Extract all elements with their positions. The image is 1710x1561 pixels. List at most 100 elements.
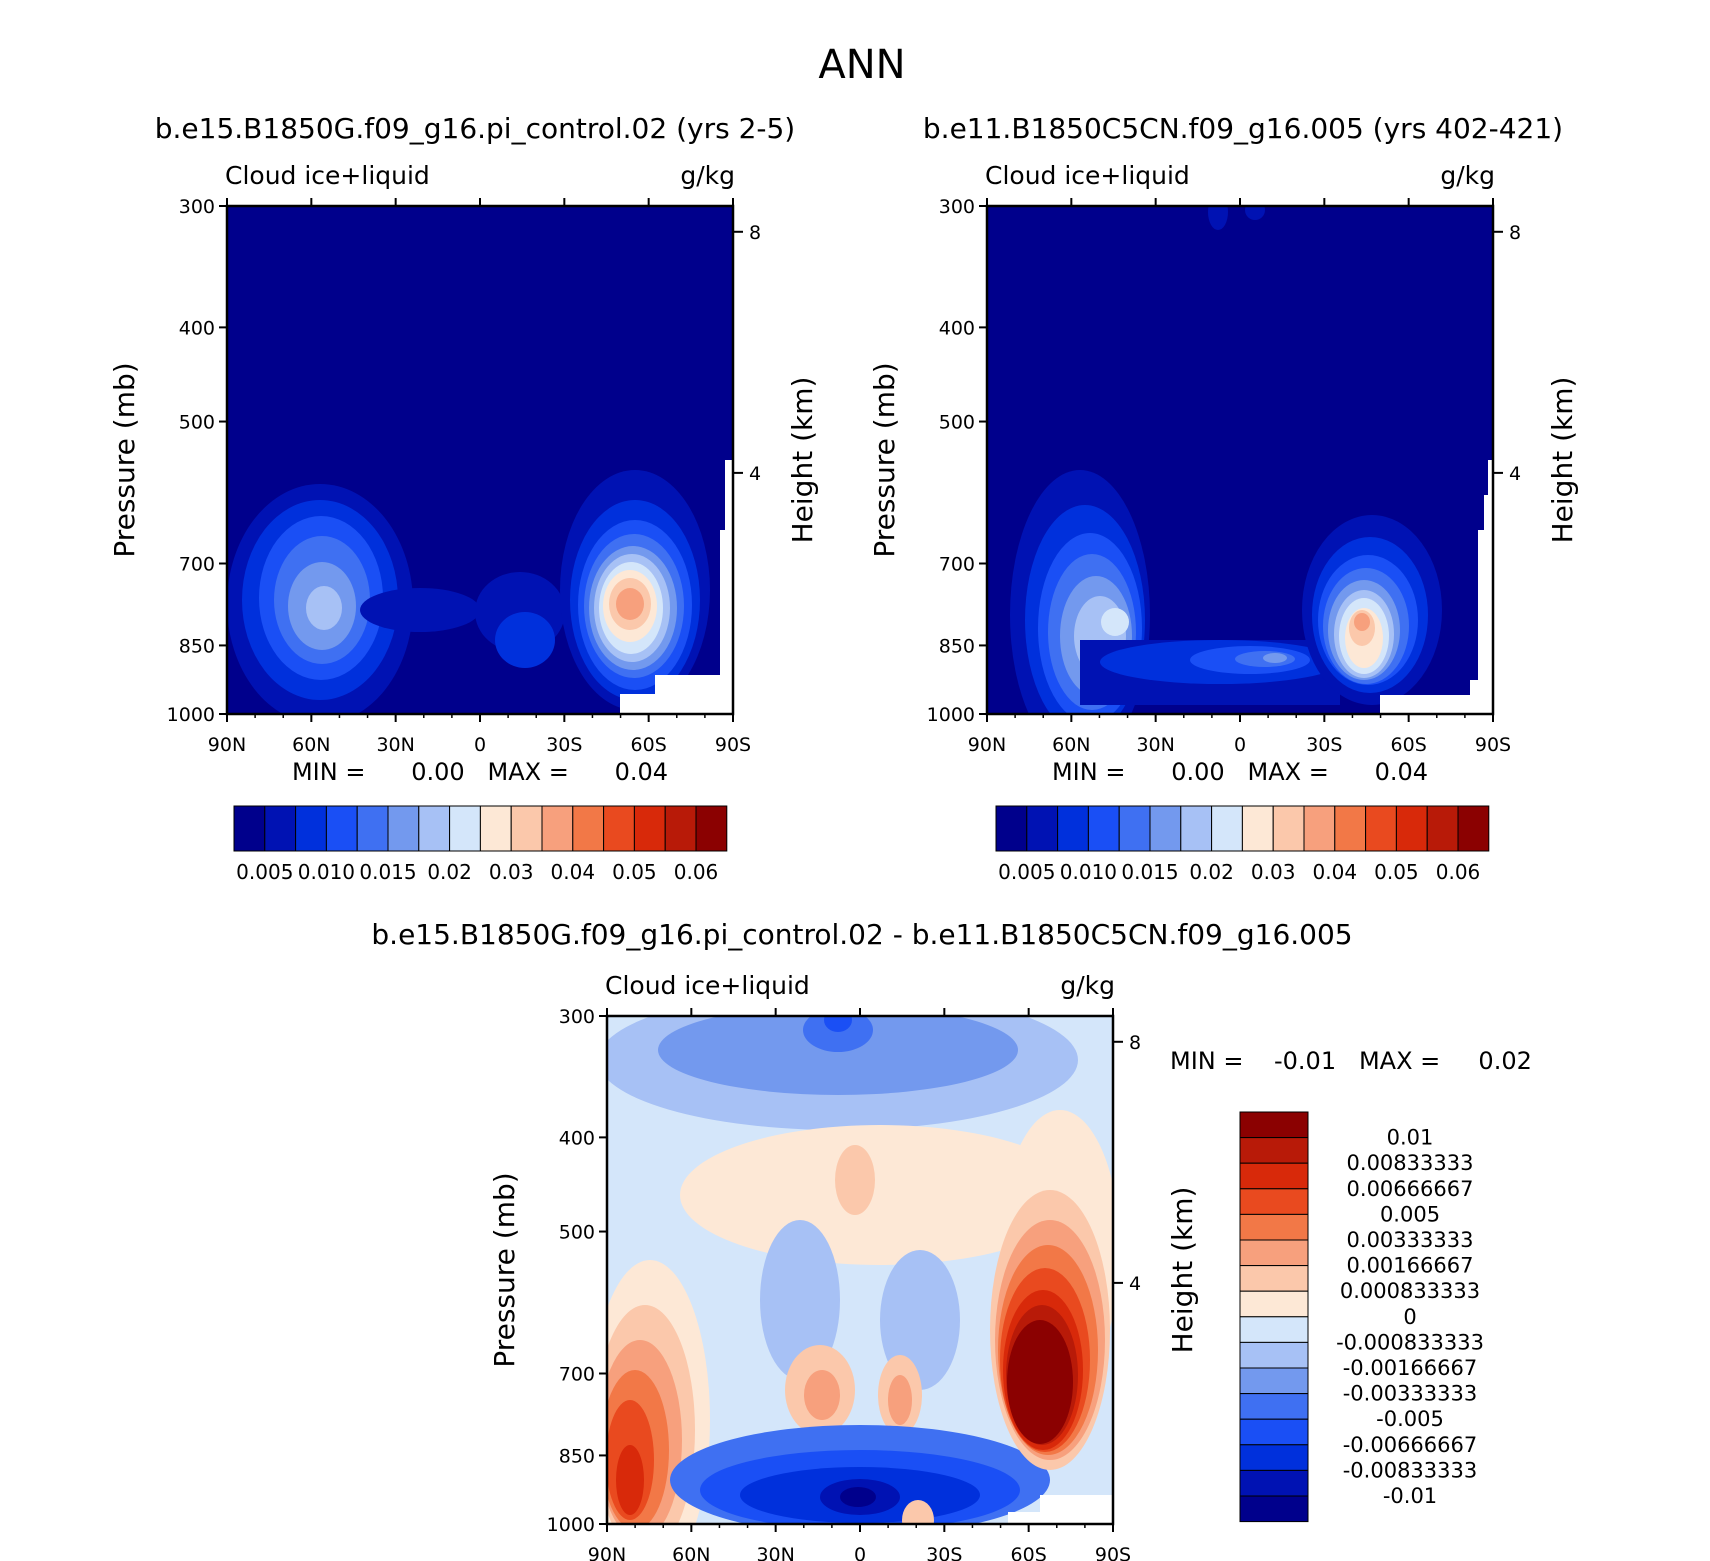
y-tick-label: 500 [939,412,975,434]
y-tick-label: 700 [939,554,975,576]
colorbar-label: 0.005 [998,860,1055,884]
colorbar-swatch [325,805,358,852]
colorbar-swatch [295,805,327,852]
x-tick-label: 30S [1306,734,1342,756]
panel-1-title: b.e15.B1850G.f09_g16.pi_control.02 (yrs … [155,112,795,145]
x-tick-label: 60S [1391,734,1427,756]
panel-2-title: b.e11.B1850C5CN.f09_g16.005 (yrs 402-421… [923,112,1563,145]
panel-2-stats: MIN = 0.00 MAX = 0.04 [1052,758,1428,786]
p2-top-patch-b [1245,206,1265,220]
y-tick-label: 700 [179,554,215,576]
blob-nh-l6 [306,586,342,630]
panel-1-colorbar: 0.005 0.010 0.015 0.02 0.03 0.04 0.05 0.06 [233,805,728,884]
colorbar-label: 0.06 [1436,860,1481,884]
colorbar-swatch [664,805,697,852]
panel-1-ylabel2: Height (km) [786,377,819,544]
colorbar-swatch [1239,1239,1309,1267]
colorbar-swatch [1087,805,1120,852]
colorbar-label: -0.00333333 [1343,1382,1478,1406]
panel-2-colorbar: 0.005 0.010 0.015 0.02 0.03 0.04 0.05 0.06 [995,805,1490,884]
panel-2: b.e11.B1850C5CN.f09_g16.005 (yrs 402-421… [868,112,1579,884]
y-tick-label: 500 [559,1222,595,1244]
colorbar-label: -0.00666667 [1343,1433,1478,1457]
colorbar-swatch [479,805,512,852]
p2-sh-l10 [1354,613,1370,631]
colorbar-swatch [633,805,666,852]
colorbar-swatch [1239,1316,1309,1343]
panel-1-ylabel: Pressure (mb) [108,362,141,557]
blob-sh-l10 [616,588,644,620]
panel-3-title: b.e15.B1850G.f09_g16.pi_control.02 - b.e… [371,918,1352,951]
x-tick-label: 90S [1095,1544,1131,1561]
colorbar-label: -0.00833333 [1343,1458,1478,1482]
colorbar-label: 0.05 [612,860,657,884]
colorbar-label: 0.000833333 [1340,1279,1480,1303]
figure-title: ANN [818,42,905,88]
colorbar-swatch [1303,805,1336,852]
blob-eq-l1 [360,588,480,632]
panel-3-colorbar: 0.010.008333330.006666670.0050.003333330… [1239,1111,1484,1523]
y2-tick-label: 4 [749,463,761,485]
colorbar-label: 0 [1403,1305,1416,1329]
y-tick-label: 700 [559,1364,595,1386]
colorbar-swatch [1239,1367,1309,1395]
p3-low-neg-l5 [840,1487,876,1507]
colorbar-label: 0.03 [1251,860,1296,884]
colorbar-swatch [1241,805,1274,852]
x-tick-label: 60N [292,734,330,756]
panel-3-missing-region [1008,1495,1113,1524]
y-tick-label: 400 [179,317,215,339]
x-tick-label: 90S [715,734,751,756]
colorbar-label: 0.05 [1374,860,1419,884]
panel-1-stats: MIN = 0.00 MAX = 0.04 [292,758,668,786]
panel-2-left-label: Cloud ice+liquid [985,161,1190,190]
p3-upper-neg-l2 [658,1016,1018,1095]
panel-1: b.e15.B1850G.f09_g16.pi_control.02 (yrs … [108,112,819,884]
x-tick-label: 90N [208,734,246,756]
x-tick-label: 60N [672,1544,710,1561]
colorbar-swatch [1272,805,1305,852]
colorbar-label: 0.00166667 [1347,1254,1474,1278]
p3-nh-pos-l6 [616,1445,644,1515]
colorbar-label: 0.015 [1121,860,1178,884]
colorbar-swatch [233,805,266,852]
colorbar-label: 0.04 [551,860,596,884]
colorbar-label: 0.00833333 [1347,1151,1474,1175]
y-tick-label: 300 [179,196,215,218]
colorbar-swatch [1334,805,1367,852]
panel-2-contours [987,206,1493,714]
colorbar-label: 0.00333333 [1347,1228,1474,1252]
y2-tick-label: 8 [1509,222,1521,244]
y2-tick-label: 4 [1129,1273,1141,1295]
colorbar-swatch [387,805,420,852]
panel-3-left-label: Cloud ice+liquid [605,971,810,1000]
colorbar-swatch [1026,805,1059,852]
colorbar-swatch [264,805,297,852]
p3-upper-neg-l4 [824,1016,852,1032]
panel-2-ylabel: Pressure (mb) [868,362,901,557]
p3-mid-neg-l1 [760,1220,840,1380]
p2-low-band-l5 [1263,653,1287,663]
y-tick-label: 400 [939,317,975,339]
panel-1-missing-region [620,460,733,714]
colorbar-swatch [1239,1265,1309,1292]
p2-nh-l7 [1101,608,1129,636]
colorbar-label: -0.01 [1383,1484,1437,1508]
colorbar-swatch [1239,1290,1309,1318]
x-tick-label: 60S [1011,1544,1047,1561]
colorbar-label: 0.06 [674,860,719,884]
colorbar-swatch [418,805,451,852]
x-tick-label: 60S [631,734,667,756]
colorbar-swatch [1457,805,1490,852]
panel-2-ylabel2: Height (km) [1546,377,1579,544]
colorbar-label: 0.010 [1060,860,1117,884]
panel-1-contours [227,206,733,714]
colorbar-swatch [1149,805,1182,852]
x-tick-label: 0 [1234,734,1246,756]
p3-eq-pos-a2 [804,1370,840,1420]
colorbar-swatch [1211,805,1243,852]
colorbar-swatch [603,805,635,852]
x-tick-label: 30S [926,1544,962,1561]
colorbar-label: -0.000833333 [1336,1330,1484,1354]
